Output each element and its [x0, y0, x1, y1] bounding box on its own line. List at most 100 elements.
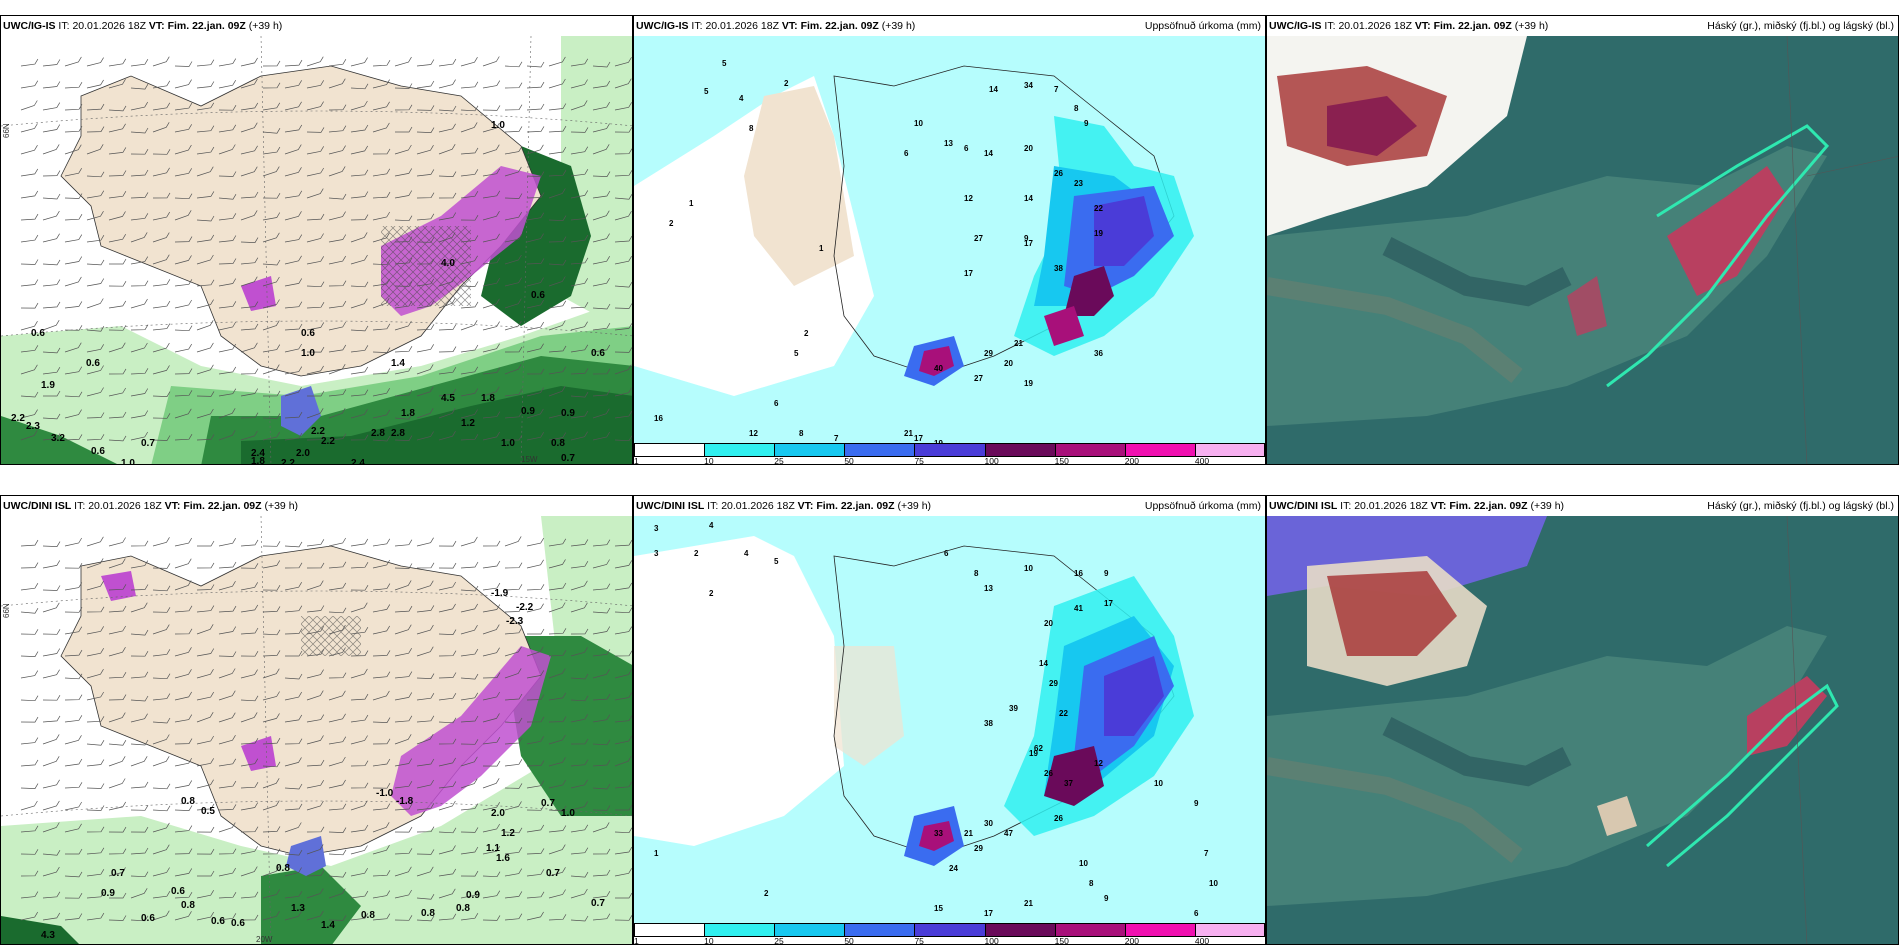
wind-barb [548, 386, 566, 397]
wind-barb [240, 191, 259, 199]
wind-barb [482, 624, 500, 635]
wind-barb [108, 826, 127, 833]
wind-barb [262, 82, 281, 89]
wind-barb [372, 604, 391, 613]
wind-barb [328, 561, 347, 569]
wind-barb [526, 537, 545, 547]
wind-barb [152, 413, 171, 419]
map-value-label: 9 [1024, 234, 1029, 243]
colorbar-label: 200 [1124, 936, 1139, 945]
wind-barb [438, 693, 457, 701]
map-value-label: 17 [914, 434, 923, 443]
wind-barb [548, 170, 567, 177]
lead-time: (+39 h) [264, 500, 299, 512]
wind-barb [284, 167, 302, 177]
wind-barb [328, 537, 347, 547]
map-value-label: 13 [984, 584, 993, 593]
wind-barb [42, 756, 60, 767]
wind-barb [416, 408, 434, 419]
wind-barb [218, 278, 237, 287]
wind-barb [86, 144, 104, 155]
wind-barb [262, 761, 281, 768]
wind-barb [64, 673, 83, 680]
map-value-label: 0.8 [181, 796, 195, 807]
wind-barb [614, 57, 632, 67]
wind-barb [416, 213, 435, 221]
wind-barb [284, 714, 303, 723]
wind-barb [350, 585, 369, 591]
wind-barb [86, 298, 104, 309]
wind-barb [196, 605, 215, 613]
wind-barb [460, 147, 479, 155]
wind-barb [350, 389, 369, 397]
wind-barb [372, 191, 391, 199]
wind-barb [284, 278, 303, 287]
wind-barb [218, 321, 237, 331]
wind-barb [548, 559, 566, 569]
wind-barb [350, 345, 369, 353]
wind-barb [460, 625, 478, 635]
wind-barb [416, 866, 434, 877]
wind-barb [64, 342, 82, 353]
wind-barb [482, 846, 501, 855]
vt-label: VT: [797, 500, 814, 512]
wind-barb [614, 170, 632, 177]
wind-barb [394, 190, 413, 199]
wind-barb [42, 822, 60, 833]
wind-barb [197, 870, 215, 877]
wind-barb [526, 103, 545, 111]
wind-barb [306, 690, 324, 701]
wind-barb [372, 435, 391, 442]
wind-barb [592, 389, 611, 397]
row1-wind-temperature-panel: UWC/IG-IS IT: 20.01.2026 18Z VT: Fim. 22… [0, 15, 633, 465]
map-value-label: 17 [984, 909, 993, 918]
wind-barb [614, 410, 632, 419]
wind-barb [284, 101, 302, 111]
wind-barb [174, 825, 193, 833]
wind-barb [86, 581, 104, 591]
wind-barb [64, 256, 83, 265]
wind-barb [262, 668, 280, 679]
wind-barb [570, 824, 589, 833]
wind-barb [262, 320, 280, 331]
wind-barb [130, 584, 149, 591]
wind-barb [592, 171, 611, 177]
wind-barb [460, 301, 479, 309]
wind-barb [152, 211, 171, 221]
wind-barb [372, 122, 390, 133]
map-value-label: 0.6 [531, 290, 545, 301]
wind-barb [64, 104, 83, 111]
wind-barb [438, 581, 457, 591]
wind-barb [328, 779, 346, 789]
wind-barb [284, 867, 302, 877]
map-value-label: 7 [834, 434, 839, 443]
lon-label: 15W [521, 455, 538, 464]
wind-barb [416, 386, 434, 397]
map-value-label: 0.6 [231, 918, 245, 929]
wind-barb [196, 624, 214, 635]
map-value-label: 2.2 [11, 413, 25, 424]
wind-barb [460, 603, 479, 613]
wind-barb [416, 145, 434, 155]
wind-barb [504, 193, 523, 199]
wind-barb [42, 850, 61, 856]
wind-barb [284, 673, 303, 680]
cloud-title: Háský (gr.), miðský (fj.bl.) og lágský (… [1707, 500, 1894, 512]
wind-barb [438, 408, 456, 419]
wind-barb [130, 629, 149, 636]
wind-barb [306, 127, 325, 133]
wind-barb [196, 146, 215, 155]
wind-barb [20, 783, 39, 789]
wind-barb [64, 214, 83, 221]
map-value-label: 34 [1024, 81, 1033, 90]
wind-barb [152, 365, 170, 375]
wind-barb [240, 914, 259, 921]
wind-barb [20, 145, 38, 155]
wind-barb [614, 347, 632, 353]
wind-barb [174, 210, 192, 221]
wind-barb [306, 56, 324, 67]
cloud-title: Háský (gr.), miðský (fj.bl.) og lágský (… [1707, 20, 1894, 32]
wind-barb [438, 192, 457, 199]
wind-barb [108, 105, 127, 112]
colorbar-swatch [914, 923, 985, 937]
